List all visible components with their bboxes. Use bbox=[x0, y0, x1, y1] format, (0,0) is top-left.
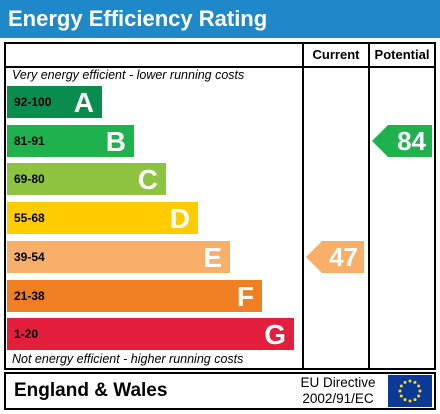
band-c: 69-80 C bbox=[7, 163, 166, 195]
band-e: 39-54 E bbox=[7, 241, 230, 273]
band-letter: D bbox=[169, 203, 190, 234]
current-rating-value: 47 bbox=[329, 242, 358, 272]
band-range: 92-100 bbox=[14, 95, 52, 109]
band-range: 39-54 bbox=[14, 250, 45, 264]
band-range: 81-91 bbox=[14, 134, 45, 148]
band-a: 92-100 A bbox=[7, 86, 102, 118]
band-range: 21-38 bbox=[14, 289, 45, 303]
band-range: 1-20 bbox=[14, 327, 39, 341]
divider-potential bbox=[368, 42, 370, 370]
potential-column-header: Potential bbox=[374, 47, 430, 62]
band-letter: B bbox=[105, 126, 126, 157]
eu-flag-icon bbox=[388, 375, 432, 407]
header-divider bbox=[4, 66, 436, 68]
directive-line-1: EU Directive bbox=[300, 375, 376, 390]
band-letter: A bbox=[73, 87, 94, 118]
rating-table bbox=[4, 42, 436, 370]
bottom-note: Not energy efficient - higher running co… bbox=[12, 352, 244, 366]
top-note: Very energy efficient - lower running co… bbox=[12, 68, 245, 82]
band-range: 55-68 bbox=[14, 211, 45, 225]
region-label: England & Wales bbox=[14, 380, 168, 401]
band-range: 69-80 bbox=[14, 172, 45, 186]
band-letter: G bbox=[264, 319, 286, 350]
band-letter: F bbox=[236, 281, 254, 312]
footer bbox=[4, 372, 436, 410]
current-column-header: Current bbox=[312, 47, 360, 62]
eu-directive: EU Directive 2002/91/EC bbox=[292, 375, 384, 407]
band-letter: C bbox=[137, 164, 158, 195]
band-b: 81-91 B bbox=[7, 125, 134, 157]
directive-line-2: 2002/91/EC bbox=[302, 391, 374, 406]
divider-current bbox=[302, 42, 304, 370]
band-letter: E bbox=[203, 242, 222, 273]
potential-rating-value: 84 bbox=[397, 126, 426, 156]
band-d: 55-68 D bbox=[7, 202, 198, 234]
band-g: 1-20 G bbox=[7, 318, 294, 350]
band-f: 21-38 F bbox=[7, 280, 262, 312]
page-title: Energy Efficiency Rating bbox=[0, 0, 440, 38]
